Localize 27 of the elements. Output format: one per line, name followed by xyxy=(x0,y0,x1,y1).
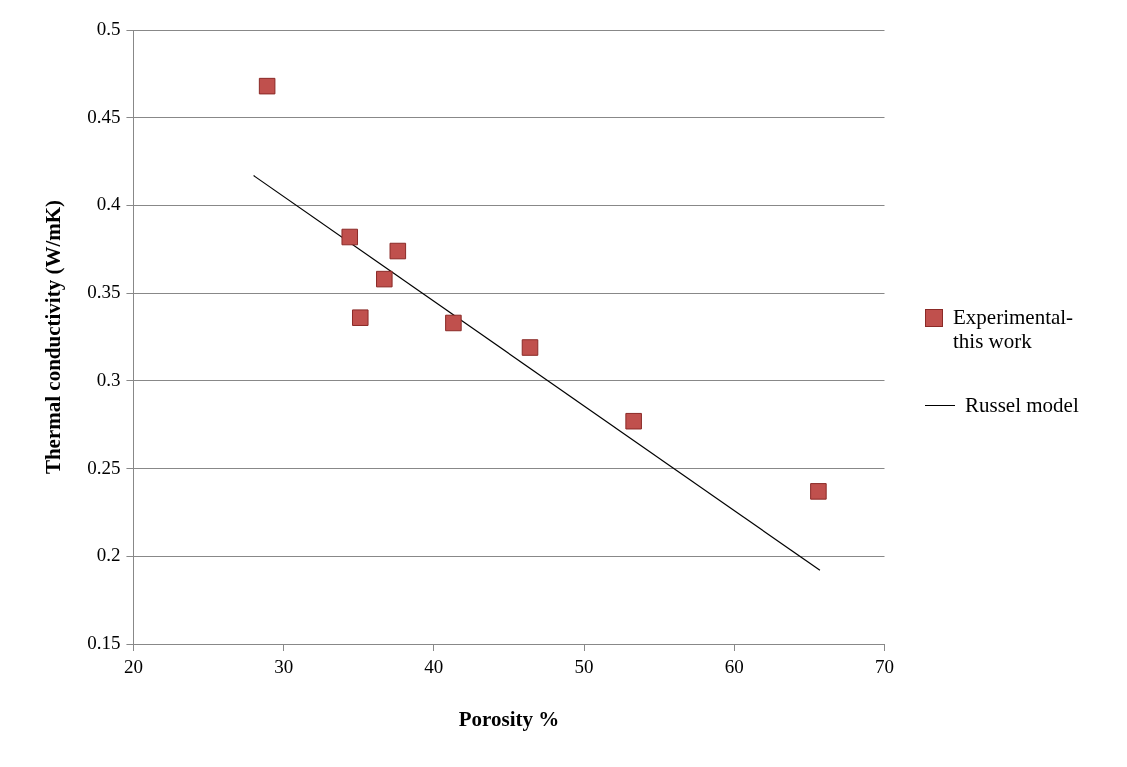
point xyxy=(625,412,642,430)
x-tick-label: 50 xyxy=(574,656,594,678)
point xyxy=(351,309,369,326)
point xyxy=(258,77,276,95)
point xyxy=(521,339,539,356)
point xyxy=(341,228,359,246)
y-tick-label: 0.45 xyxy=(87,105,121,127)
y-axis-title: Thermal conductivity (W/mK) xyxy=(41,199,66,475)
y-tick-label: 0.3 xyxy=(96,368,121,390)
x-tick-label: 20 xyxy=(123,656,143,678)
y-tick-label: 0.25 xyxy=(87,456,121,478)
y-tick-label: 0.4 xyxy=(96,193,121,215)
legend-label: Russel model xyxy=(965,393,1080,417)
x-tick-label: 30 xyxy=(274,656,294,678)
y-tick-label: 0.5 xyxy=(96,17,121,39)
y-tick-label: 0.15 xyxy=(87,631,121,653)
x-tick-label: 40 xyxy=(424,656,444,678)
y-tick-label: 0.35 xyxy=(87,281,121,303)
y-tick-label: 0.2 xyxy=(96,544,121,566)
legend-label: Experimental-this work xyxy=(953,305,1075,353)
point xyxy=(389,242,407,260)
x-tick-label: 70 xyxy=(875,656,894,678)
point xyxy=(810,483,827,500)
x-axis-title: Porosity % xyxy=(458,706,560,731)
x-tick-label: 60 xyxy=(724,656,744,678)
point xyxy=(376,270,393,288)
point xyxy=(445,314,462,332)
